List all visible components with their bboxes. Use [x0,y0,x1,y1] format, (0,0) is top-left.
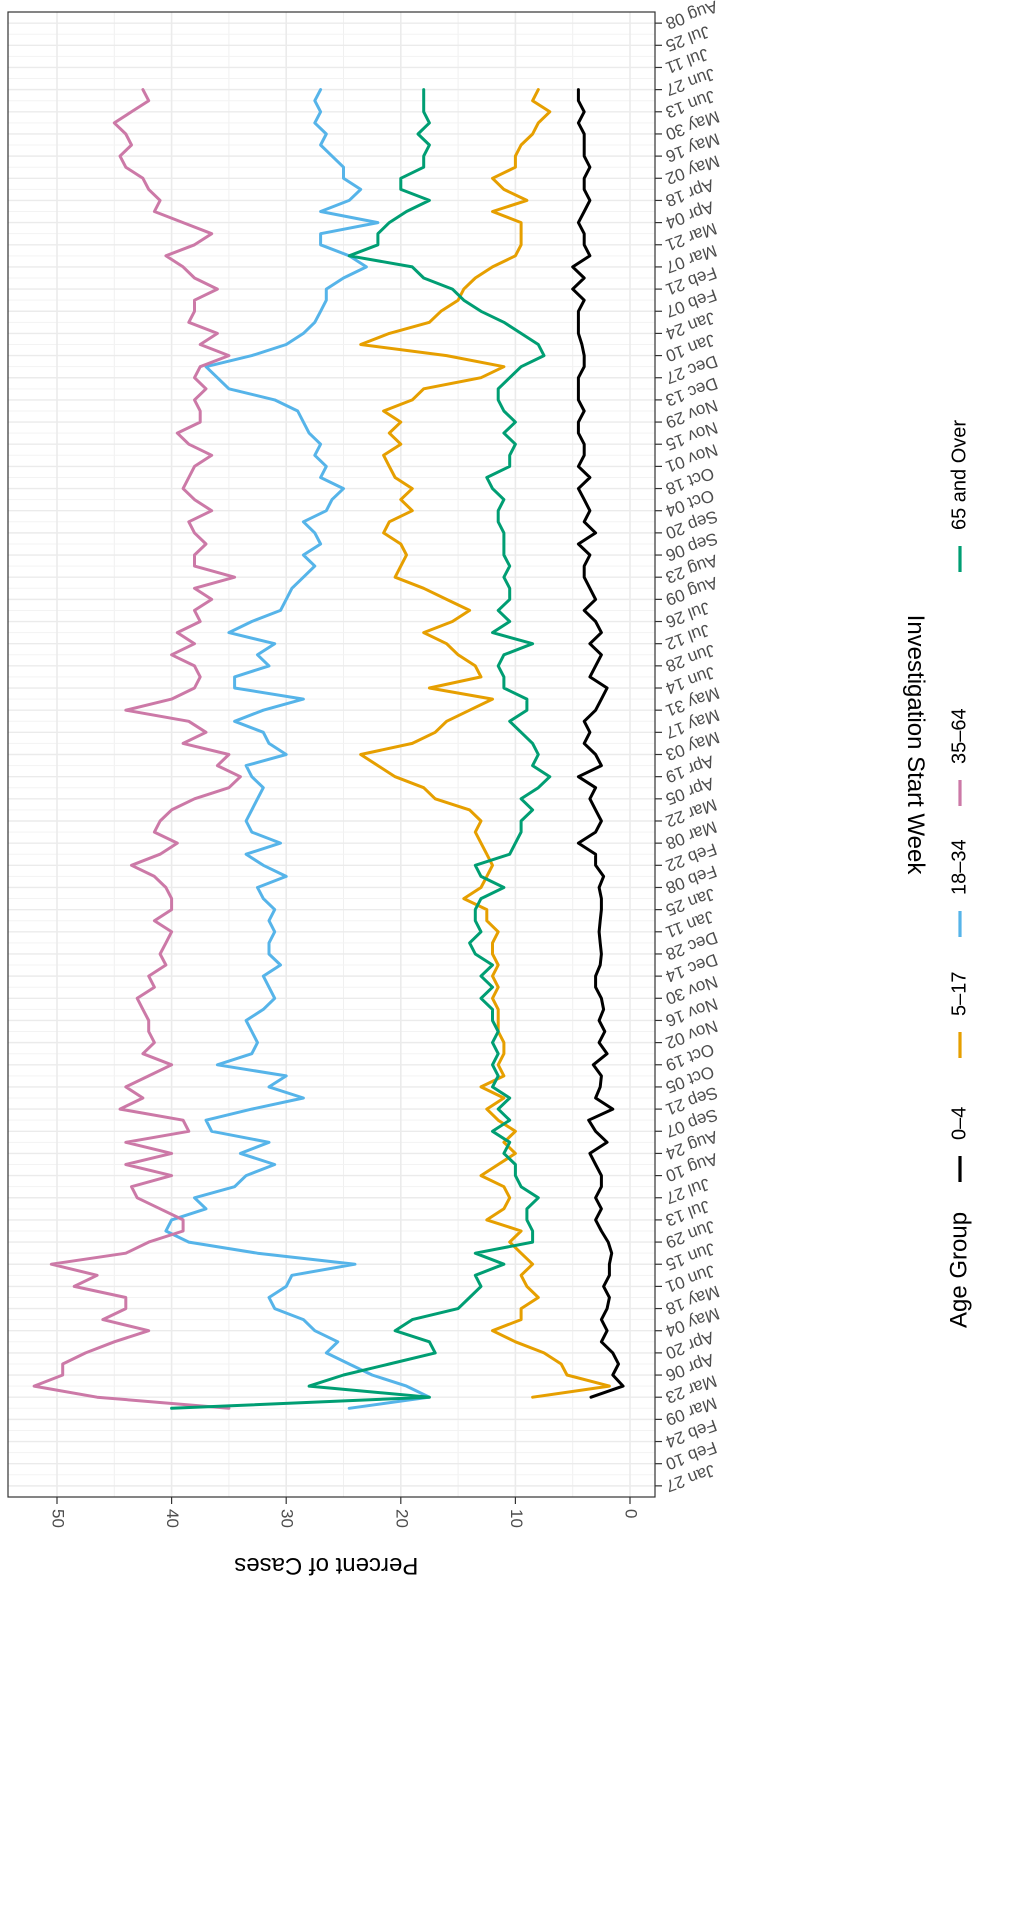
series-line-18-34 [164,88,431,1410]
legend: Age Group 0–4 5–17 18–34 35–64 65 and Over [945,420,972,1328]
legend-label: 5–17 [948,972,970,1017]
series-lines [32,88,625,1410]
y-tick-label: 30 [278,1509,297,1528]
series-line-0-4 [571,88,625,1399]
legend-label: 65 and Over [948,420,970,530]
y-tick-label: 0 [622,1509,641,1518]
legend-label: 0–4 [948,1107,970,1140]
y-tick-label: 10 [507,1509,526,1528]
y-axis: 0 10 20 30 40 50 [49,1497,641,1528]
y-tick-label: 20 [392,1509,411,1528]
y-tick-label: 50 [49,1509,68,1528]
legend-title: Age Group [945,1212,972,1328]
legend-label: 35–64 [948,708,970,764]
series-line-35-64 [32,88,242,1410]
major-gridlines [8,12,655,1497]
y-axis-title: Percent of Cases [234,1552,418,1579]
series-line-5-17 [359,88,611,1399]
legend-label: 18–34 [948,839,970,895]
series-line-65-and-over [170,88,552,1410]
x-axis-title: Investigation Start Week [902,615,929,876]
y-tick-label: 40 [163,1509,182,1528]
